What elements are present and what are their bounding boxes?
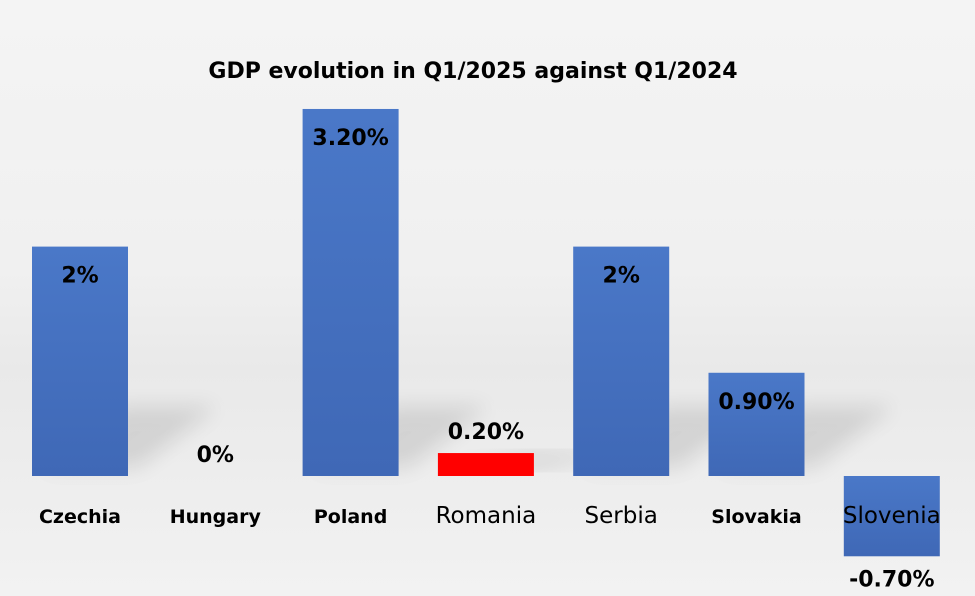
data-label-slovenia: -0.70% — [849, 567, 934, 592]
category-label-slovenia: Slovenia — [843, 503, 941, 529]
category-label-serbia: Serbia — [585, 503, 658, 529]
bar-slovakia — [708, 372, 805, 476]
data-label-romania: 0.20% — [448, 420, 524, 445]
category-label-czechia: Czechia — [39, 506, 121, 528]
category-label-hungary: Hungary — [170, 506, 262, 528]
data-label-serbia: 2% — [603, 264, 640, 289]
data-label-hungary: 0% — [197, 443, 234, 468]
chart-title: GDP evolution in Q1/2025 against Q1/2024 — [208, 59, 737, 84]
bar-czechia — [32, 246, 128, 476]
data-label-slovakia: 0.90% — [718, 390, 794, 415]
data-label-poland: 3.20% — [312, 126, 388, 151]
bar-slovenia — [843, 476, 940, 557]
category-label-poland: Poland — [314, 506, 387, 528]
bar-romania — [437, 453, 534, 476]
category-label-slovakia: Slovakia — [711, 506, 801, 528]
data-label-czechia: 2% — [61, 264, 98, 289]
category-label-romania: Romania — [436, 503, 537, 529]
bar-poland — [302, 108, 399, 477]
bar-serbia — [573, 246, 670, 476]
